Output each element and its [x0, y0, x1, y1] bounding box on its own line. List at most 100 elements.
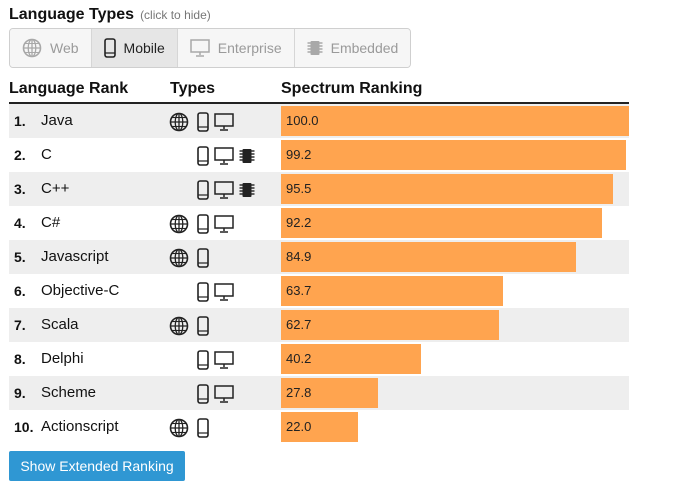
spectrum-score: 22.0 [286, 419, 312, 434]
globe-icon [169, 418, 189, 443]
language-types [169, 206, 269, 240]
rank-number: 1. [14, 113, 26, 129]
chip-icon [307, 38, 331, 58]
table-row[interactable]: 9. Scheme 27.8 [9, 376, 629, 410]
language-name: Javascript [41, 248, 109, 265]
spectrum-score: 92.2 [286, 215, 312, 230]
table-row[interactable]: 5. Javascript 84.9 [9, 240, 629, 274]
spectrum-bar-track: 27.8 [281, 378, 629, 408]
monitor-icon [214, 350, 234, 375]
table-row[interactable]: 1. Java 100.0 [9, 104, 629, 138]
hide-types-link[interactable]: (click to hide) [140, 8, 211, 22]
spectrum-bar [281, 378, 378, 408]
filter-label: Enterprise [217, 40, 282, 56]
rank-number: 8. [14, 351, 26, 367]
monitor-icon [190, 38, 218, 58]
globe-icon [169, 214, 189, 239]
monitor-icon [214, 180, 234, 205]
monitor-icon [214, 214, 234, 239]
table-row[interactable]: 8. Delphi 40.2 [9, 342, 629, 376]
globe-icon [22, 38, 50, 58]
language-types [169, 376, 269, 410]
spectrum-bar [281, 310, 500, 340]
language-types [169, 274, 269, 308]
rank-number: 6. [14, 283, 26, 299]
table-row[interactable]: 7. Scala 62.7 [9, 308, 629, 342]
table-row[interactable]: 2. C 99.2 [9, 138, 629, 172]
mobile-icon [197, 214, 209, 239]
mobile-icon [197, 248, 209, 273]
spectrum-score: 62.7 [286, 317, 312, 332]
spectrum-bar [281, 344, 421, 374]
spectrum-score: 40.2 [286, 351, 312, 366]
spectrum-bar-track: 84.9 [281, 242, 629, 272]
language-types [169, 240, 269, 274]
filter-mobile-button[interactable]: Mobile [91, 29, 178, 67]
filter-embedded-button[interactable]: Embedded [294, 29, 411, 67]
language-type-filters: Web Mobile Enterprise Embedded [9, 28, 412, 68]
rank-number: 3. [14, 181, 26, 197]
table-row[interactable]: 6. Objective-C 63.7 [9, 274, 629, 308]
mobile-icon [103, 38, 124, 58]
mobile-icon [197, 180, 209, 205]
filter-web-button[interactable]: Web [10, 29, 92, 67]
language-types-header: Language Types (click to hide) [9, 6, 211, 26]
column-header-types: Types [170, 80, 216, 97]
column-header-rank: Language Rank [9, 80, 129, 97]
spectrum-bar-track: 63.7 [281, 276, 629, 306]
rank-number: 2. [14, 147, 26, 163]
mobile-icon [197, 282, 209, 307]
language-name: Delphi [41, 350, 84, 367]
language-name: Scala [41, 316, 79, 333]
spectrum-score: 84.9 [286, 249, 312, 264]
language-name: Objective-C [41, 282, 120, 299]
language-types-title: Language Types [9, 6, 135, 23]
language-types [169, 410, 269, 444]
filter-label: Embedded [330, 40, 399, 56]
filter-label: Web [50, 40, 79, 56]
spectrum-bar-track: 100.0 [281, 106, 629, 136]
spectrum-score: 95.5 [286, 181, 312, 196]
header-divider [9, 102, 629, 104]
table-row[interactable]: 4. C# 92.2 [9, 206, 629, 240]
table-row[interactable]: 3. C++ 95.5 [9, 172, 629, 206]
filter-enterprise-button[interactable]: Enterprise [177, 29, 295, 67]
mobile-icon [197, 112, 209, 137]
table-row[interactable]: 10. Actionscript 22.0 [9, 410, 629, 444]
column-header-spectrum: Spectrum Ranking [281, 80, 423, 97]
spectrum-bar [281, 412, 358, 442]
spectrum-bar [281, 242, 577, 272]
rank-number: 4. [14, 215, 26, 231]
monitor-icon [214, 282, 234, 307]
spectrum-score: 27.8 [286, 385, 312, 400]
language-types [169, 104, 269, 138]
monitor-icon [214, 384, 234, 409]
monitor-icon [214, 146, 234, 171]
chip-icon [239, 146, 255, 171]
chip-icon [239, 180, 255, 205]
ranking-table: 1. Java 100.0 2. C 99.2 3. C++ 95.5 4. C# 92.2 5. Jav… [9, 104, 629, 444]
mobile-icon [197, 418, 209, 443]
spectrum-score: 99.2 [286, 147, 312, 162]
mobile-icon [197, 384, 209, 409]
language-types [169, 172, 269, 206]
language-types [169, 342, 269, 376]
spectrum-bar-track: 99.2 [281, 140, 629, 170]
spectrum-bar-track: 92.2 [281, 208, 629, 238]
language-name: C [41, 146, 52, 163]
globe-icon [169, 248, 189, 273]
spectrum-bar-track: 95.5 [281, 174, 629, 204]
spectrum-score: 100.0 [286, 113, 319, 128]
spectrum-bar-track: 40.2 [281, 344, 629, 374]
mobile-icon [197, 146, 209, 171]
rank-number: 7. [14, 317, 26, 333]
mobile-icon [197, 350, 209, 375]
rank-number: 5. [14, 249, 26, 265]
spectrum-score: 63.7 [286, 283, 312, 298]
mobile-icon [197, 316, 209, 341]
language-name: C# [41, 214, 61, 231]
show-extended-ranking-button[interactable]: Show Extended Ranking [9, 451, 185, 481]
language-name: Scheme [41, 384, 97, 401]
rank-number: 10. [14, 419, 34, 435]
spectrum-bar [281, 174, 614, 204]
